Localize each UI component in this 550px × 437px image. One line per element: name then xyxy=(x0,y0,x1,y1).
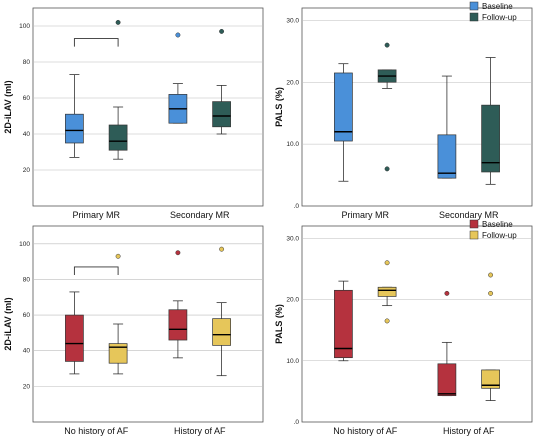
significance-bracket xyxy=(73,38,119,47)
box-baseline xyxy=(168,250,188,359)
box-follow-up xyxy=(481,57,500,185)
outlier-point xyxy=(175,250,181,256)
outlier-point xyxy=(175,32,181,38)
y-tick-label: 20.0 xyxy=(286,79,299,86)
y-tick-label: 30.0 xyxy=(286,17,299,24)
iqr-box xyxy=(437,363,457,397)
x-category-label: Primary MR xyxy=(73,210,121,220)
significance-bracket xyxy=(73,266,119,275)
y-tick-label: 80 xyxy=(23,276,31,283)
outlier-point xyxy=(219,28,225,34)
y-tick-label: 20 xyxy=(23,167,31,174)
y-tick-label: .0 xyxy=(294,203,300,210)
iqr-box xyxy=(108,343,128,364)
iqr-box xyxy=(481,369,500,389)
box-follow-up xyxy=(212,28,231,135)
outlier-point xyxy=(488,290,494,296)
iqr-box xyxy=(212,318,231,346)
y-tick-label: 20.0 xyxy=(286,297,299,304)
x-category-label: History of AF xyxy=(443,426,495,436)
box-baseline xyxy=(334,63,353,182)
box-follow-up xyxy=(481,272,500,401)
y-axis-label: PALS (%) xyxy=(274,304,284,344)
y-tick-label: 10.0 xyxy=(286,141,299,148)
outlier-point xyxy=(115,19,121,25)
x-category-label: Primary MR xyxy=(342,210,390,220)
legend-label: Follow-up xyxy=(482,13,517,22)
box-baseline xyxy=(334,280,353,362)
box-follow-up xyxy=(377,42,397,172)
y-tick-label: 100 xyxy=(19,241,30,248)
legend-label: Baseline xyxy=(482,220,513,229)
outlier-point xyxy=(219,246,225,252)
chart-panel-3: 20 40 60 80 100 2D-iLAV (ml) No history of AF H… xyxy=(3,225,264,436)
legend: Baseline Follow-up xyxy=(469,219,517,240)
plot-frame xyxy=(32,225,264,423)
box-baseline xyxy=(65,291,84,375)
chart-panel-1: 20 40 60 80 100 2D-iLAV (ml) Primary MR Seconda… xyxy=(3,7,264,220)
chart-panel-4: .0 10.0 20.0 30.0 PALS (%) No history of AF Hi… xyxy=(274,219,533,436)
iqr-box xyxy=(334,289,353,359)
box-follow-up xyxy=(108,19,128,160)
iqr-box xyxy=(212,101,231,128)
outlier-point xyxy=(444,290,450,296)
box-baseline xyxy=(437,290,457,397)
outlier-point xyxy=(384,42,390,48)
y-tick-label: 60 xyxy=(23,312,31,319)
y-tick-label: 100 xyxy=(19,23,30,30)
box-follow-up xyxy=(212,246,231,377)
x-category-label: History of AF xyxy=(174,426,226,436)
legend-swatch xyxy=(469,12,479,22)
box-follow-up xyxy=(108,253,128,375)
y-tick-label: 80 xyxy=(23,59,31,66)
legend-swatch xyxy=(469,1,479,11)
outlier-point xyxy=(384,166,390,172)
box-baseline xyxy=(65,74,84,158)
x-category-label: No history of AF xyxy=(64,426,129,436)
chart-panel-2: .0 10.0 20.0 30.0 PALS (%) Primary MR Secondar… xyxy=(274,1,533,220)
y-tick-label: 60 xyxy=(23,95,31,102)
y-axis-label: PALS (%) xyxy=(274,87,284,127)
y-tick-label: 10.0 xyxy=(286,358,299,365)
box-baseline xyxy=(437,75,457,179)
outlier-point xyxy=(488,272,494,278)
iqr-box xyxy=(65,113,84,144)
y-axis-label: 2D-iLAV (ml) xyxy=(3,297,13,350)
plot-frame xyxy=(32,7,264,207)
iqr-box xyxy=(437,134,457,179)
legend-label: Baseline xyxy=(482,2,513,11)
x-category-label: Secondary MR xyxy=(170,210,230,220)
y-tick-label: 40 xyxy=(23,348,31,355)
iqr-box xyxy=(168,309,188,341)
box-follow-up xyxy=(377,260,397,324)
legend: Baseline Follow-up xyxy=(469,1,517,22)
x-category-label: No history of AF xyxy=(333,426,398,436)
legend-swatch xyxy=(469,219,479,229)
outlier-point xyxy=(384,260,390,266)
plot-frame xyxy=(301,225,533,423)
outlier-point xyxy=(384,318,390,324)
outlier-point xyxy=(115,253,121,259)
iqr-box xyxy=(334,72,353,142)
plot-frame xyxy=(301,7,533,207)
legend-swatch xyxy=(469,230,479,240)
y-tick-label: .0 xyxy=(294,419,300,426)
y-axis-label: 2D-iLAV (ml) xyxy=(3,80,13,133)
iqr-box xyxy=(108,124,128,151)
iqr-box xyxy=(377,286,397,297)
y-tick-label: 30.0 xyxy=(286,235,299,242)
box-baseline xyxy=(168,32,188,124)
x-category-label: Secondary MR xyxy=(439,210,499,220)
legend-label: Follow-up xyxy=(482,231,517,240)
iqr-box xyxy=(481,104,500,173)
y-tick-label: 20 xyxy=(23,383,31,390)
iqr-box xyxy=(65,314,84,362)
y-tick-label: 40 xyxy=(23,131,31,138)
